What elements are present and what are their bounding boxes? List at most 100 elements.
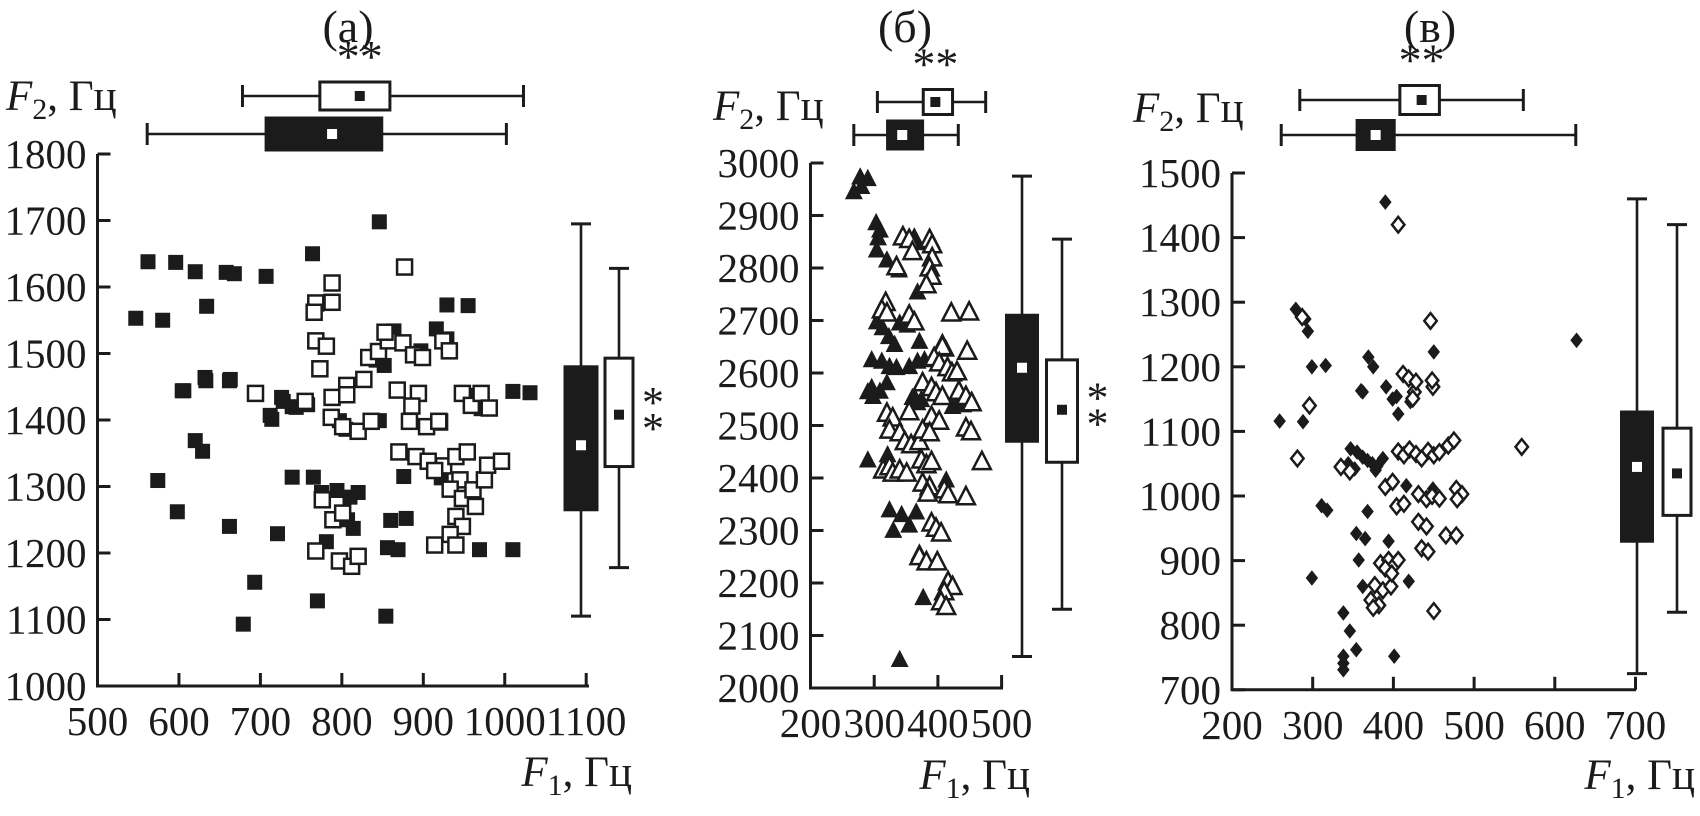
data-point-filled [221, 373, 237, 389]
data-point-filled [390, 542, 406, 558]
data-point-open [1404, 388, 1421, 409]
data-point-filled [398, 510, 414, 526]
data-point-filled [887, 357, 906, 376]
x-tick-label: 600 [148, 698, 210, 744]
y-tick-label: 2200 [718, 560, 800, 606]
y-tick-label: 1800 [5, 131, 87, 177]
mean-marker [614, 409, 624, 420]
data-point-open [317, 337, 336, 355]
data-point-open [447, 536, 465, 554]
data-point-open [1390, 214, 1407, 235]
data-point-open [885, 254, 908, 276]
significance-label: ** [337, 31, 383, 82]
significance-asterisk: * [1087, 399, 1109, 448]
data-point-filled [1366, 455, 1379, 472]
data-point-open [480, 399, 499, 417]
data-point-open [1301, 395, 1318, 416]
data-point-filled [1369, 462, 1382, 478]
data-point-filled [199, 298, 215, 314]
y-tick-label: 2900 [718, 193, 800, 239]
data-point-filled [1344, 441, 1357, 457]
data-point-filled [176, 383, 192, 399]
y-tick-label: 1500 [1139, 150, 1221, 196]
data-point-open [323, 274, 341, 292]
y-tick-label: 1300 [5, 464, 87, 510]
data-point-open [1410, 512, 1427, 532]
data-point-filled [264, 411, 280, 427]
data-point-open [313, 491, 332, 509]
data-point-open [1446, 430, 1462, 451]
data-point-filled [350, 484, 366, 500]
top-boxplot-open: ** [875, 39, 988, 116]
data-point-filled [1296, 413, 1310, 430]
box [1620, 410, 1654, 543]
x-tick-label: 700 [230, 698, 292, 744]
x-axis-label: F1, Гц [1583, 752, 1695, 805]
data-point-filled [851, 167, 870, 185]
significance-asterisk: * [1087, 373, 1109, 422]
data-point-open [430, 412, 448, 431]
box [563, 365, 599, 512]
x-tick-label: 300 [843, 700, 905, 746]
right-boxplot-filled [563, 222, 599, 618]
data-point-open [466, 497, 485, 516]
data-point-open [1437, 525, 1454, 546]
x-tick-label: 500 [1443, 702, 1505, 748]
data-point-open [1294, 307, 1310, 327]
top-boxplot-open: ** [1298, 35, 1525, 116]
data-point-filled [1319, 357, 1332, 374]
data-point-open [425, 536, 444, 554]
mean-marker [897, 130, 908, 140]
x-tick-label: 900 [393, 698, 455, 744]
data-point-filled [910, 331, 929, 349]
data-point-filled [140, 254, 156, 270]
data-point-filled [155, 312, 171, 328]
data-point-filled [169, 504, 185, 520]
data-point-filled [900, 515, 919, 533]
top-boxplot-filled [1279, 119, 1578, 151]
data-point-filled [1352, 552, 1365, 568]
right-boxplot-open: ** [1045, 237, 1109, 611]
data-point-filled [1354, 382, 1368, 399]
top-boxplot-filled [852, 119, 960, 151]
data-point-filled [258, 268, 274, 284]
data-point-open [1431, 442, 1448, 462]
data-point-open [1431, 488, 1448, 509]
data-point-filled [878, 250, 896, 268]
data-point-open [898, 399, 921, 421]
y-axis-label: F2, Гц [712, 83, 824, 136]
data-point-filled [221, 518, 237, 534]
data-point-open [395, 258, 414, 276]
mean-marker [327, 129, 338, 139]
data-point-open [1420, 541, 1436, 562]
data-point-filled [1362, 349, 1375, 365]
data-point-filled [858, 450, 877, 468]
data-point-filled [884, 520, 903, 538]
data-point-open [1342, 461, 1358, 482]
data-point-open [1377, 558, 1394, 579]
data-point-filled [1301, 323, 1315, 340]
data-point-open [337, 385, 356, 404]
right-boxplot-open: ** [603, 266, 664, 570]
data-point-open [956, 338, 979, 361]
mean-marker [354, 91, 365, 101]
data-point-filled [1570, 332, 1583, 349]
data-point-open [1418, 516, 1435, 537]
significance-asterisk: * [642, 404, 664, 453]
data-point-filled [912, 389, 931, 408]
x-tick-label: 400 [907, 700, 969, 746]
data-point-filled [844, 182, 863, 200]
data-point-filled [1400, 477, 1413, 494]
data-point-open [349, 547, 367, 566]
top-boxplot-open: ** [240, 31, 525, 112]
data-point-open [926, 549, 949, 571]
data-point-filled [1367, 359, 1380, 375]
panel-title: (б) [878, 1, 932, 52]
x-axis-label: F1, Гц [520, 749, 632, 802]
data-point-open [376, 323, 394, 341]
mean-marker [1416, 95, 1427, 105]
y-tick-label: 2100 [718, 613, 800, 659]
data-point-open [1513, 437, 1530, 457]
data-point-filled [1337, 605, 1350, 621]
